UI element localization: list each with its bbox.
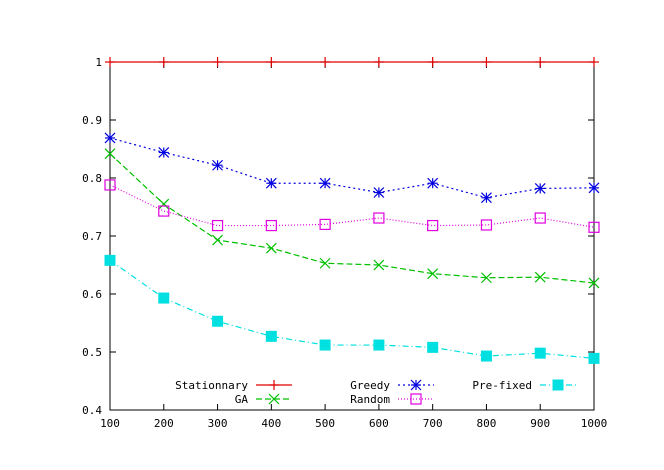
data-point [427,268,439,280]
axis-ticks [109,61,595,411]
series-group [104,57,600,364]
data-point [588,277,600,289]
x-tick-label: 500 [315,417,335,430]
legend-entry: Random [350,393,434,406]
y-tick-label: 0.7 [82,230,102,243]
data-point [319,177,331,189]
y-tick-label: 0.8 [82,172,102,185]
data-point [265,242,277,254]
data-point [319,339,331,351]
data-point [588,221,600,233]
data-point [427,341,439,353]
legend-marker [269,380,279,390]
data-point [265,219,277,232]
legend-marker [552,379,564,391]
legend-label: Random [350,393,390,406]
data-point [104,132,116,144]
data-point [105,57,115,67]
data-point [481,192,492,204]
legend-marker [410,379,422,391]
data-point [265,330,277,342]
x-tick-label: 200 [154,417,174,430]
series-random [104,179,600,233]
x-tick-label: 600 [369,417,389,430]
data-point [481,272,492,284]
data-point [104,254,116,266]
series-line [109,184,595,228]
legend-marker [410,393,422,405]
y-tick-label: 1 [95,56,102,69]
legend-entry: Stationnary [175,379,292,392]
data-point [265,177,277,189]
data-point [534,183,546,194]
x-tick-label: 700 [423,417,443,430]
data-point [534,347,546,359]
y-tick-label: 0.4 [82,404,102,417]
series-ga [104,148,600,289]
data-point [373,57,384,67]
series-greedy [104,132,600,204]
data-point [589,57,599,67]
data-point [212,57,223,67]
data-point [158,57,169,67]
legend-label: Pre-fixed [472,379,532,392]
data-point [373,339,385,351]
data-point [319,257,331,269]
data-point [212,159,223,171]
axis-tick-labels: 0.4 0.5 0.6 0.7 0.8 0.9 1 100 200 300 400 500 600 700… [82,56,607,430]
data-point [588,352,600,364]
legend-label: Stationnary [175,379,248,392]
data-point [158,198,170,210]
data-point [158,292,170,304]
x-tick-label: 900 [530,417,550,430]
series-line [109,153,595,284]
x-tick-label: 300 [208,417,228,430]
x-tick-label: 800 [477,417,497,430]
data-point [588,182,600,194]
data-point [373,259,385,271]
series-pre-fixed [104,254,600,364]
data-point [427,57,438,67]
data-point [481,57,492,67]
y-tick-label: 0.5 [82,346,102,359]
data-point [211,219,224,232]
data-point [104,148,116,160]
legend-entry: Pre-fixed [472,379,576,392]
legend-marker [268,393,280,405]
legend-entry: Greedy [350,379,434,392]
series-stationnary [105,57,599,67]
data-point [320,57,331,67]
data-point [480,350,492,362]
y-tick-label: 0.9 [82,114,102,127]
plot-frame [109,61,595,411]
series-line [109,259,595,359]
data-point [373,187,385,198]
data-point [427,219,439,232]
x-tick-label: 400 [261,417,281,430]
data-point [158,147,170,158]
legend-entry: GA [235,393,292,406]
legend-label: Greedy [350,379,390,392]
legend-label: GA [235,393,249,406]
data-point [480,219,493,231]
data-point [212,315,224,327]
x-tick-label: 100 [100,417,120,430]
data-point [535,57,546,67]
data-point [104,179,116,191]
data-point [534,271,546,283]
x-tick-label: 1000 [581,417,608,430]
data-point [158,205,170,217]
data-point [373,212,385,224]
data-point [427,177,439,189]
data-point [534,212,546,224]
data-point [212,234,223,246]
data-point [319,218,331,230]
data-point [266,57,277,67]
y-tick-label: 0.6 [82,288,102,301]
series-line [109,137,595,199]
